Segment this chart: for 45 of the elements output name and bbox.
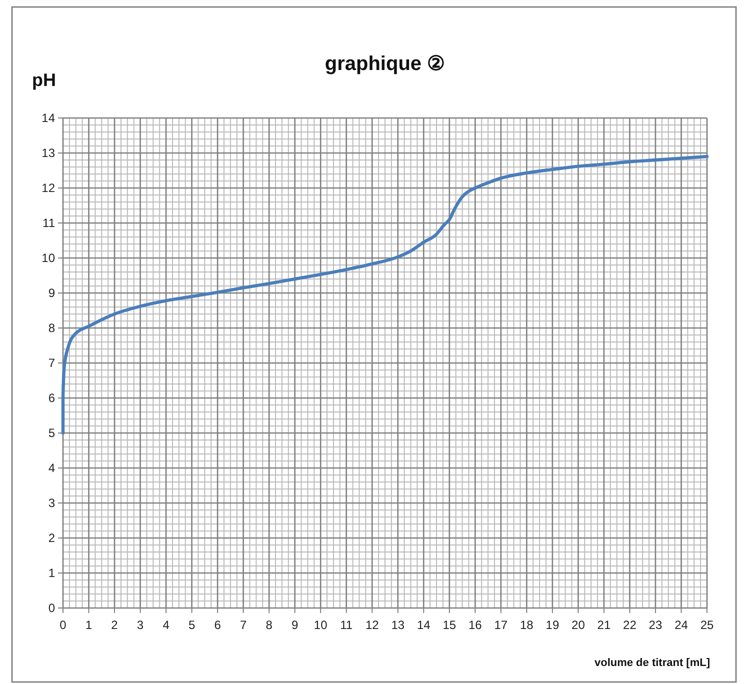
y-tick-label: 12 <box>42 180 56 195</box>
chart-title: graphique ② <box>324 53 446 75</box>
x-tick-label: 23 <box>648 618 662 632</box>
x-tick-label: 8 <box>266 618 273 632</box>
x-tick-label: 6 <box>214 618 222 632</box>
x-tick-label: 0 <box>60 618 67 632</box>
x-tick-label: 22 <box>623 618 637 632</box>
x-tick-label: 20 <box>572 618 586 632</box>
x-tick-label: 9 <box>291 618 298 632</box>
y-tick-label: 8 <box>48 320 56 335</box>
x-axis-title: volume de titrant [mL] <box>594 657 710 669</box>
x-tick-label: 17 <box>494 618 508 632</box>
y-tick-label: 5 <box>48 426 56 440</box>
x-tick-label: 16 <box>468 618 482 632</box>
y-tick-label: 14 <box>42 110 56 125</box>
x-tick-label: 18 <box>520 618 534 632</box>
x-tick-label: 11 <box>340 618 353 632</box>
x-tick-label: 24 <box>674 618 688 632</box>
x-tick-label: 13 <box>391 618 405 632</box>
x-tick-label: 15 <box>442 618 456 632</box>
x-tick-label: 1 <box>85 618 92 632</box>
x-tick-label: 14 <box>416 618 431 632</box>
x-tick-label: 2 <box>111 618 118 632</box>
y-tick-label: 2 <box>48 530 56 545</box>
x-tick-label: 25 <box>700 618 714 632</box>
y-tick-label: 3 <box>48 496 56 510</box>
y-tick-label: 6 <box>48 390 56 405</box>
x-tick-label: 19 <box>546 618 560 632</box>
y-tick-label: 0 <box>48 600 56 615</box>
y-axis-title: pH <box>32 70 56 90</box>
x-tick-label: 7 <box>240 618 247 632</box>
y-tick-label: 13 <box>42 146 56 160</box>
y-tick-label: 11 <box>42 216 56 230</box>
y-tick-label: 1 <box>48 566 56 580</box>
x-tick-label: 3 <box>136 618 144 632</box>
line-series <box>61 154 709 435</box>
y-tick-label: 9 <box>48 286 56 300</box>
x-tick-label: 21 <box>597 618 611 632</box>
x-tick-label: 10 <box>314 618 328 632</box>
x-tick-label: 5 <box>188 618 196 632</box>
y-tick-label: 10 <box>42 250 56 265</box>
x-tick-label: 4 <box>162 618 170 632</box>
y-tick-label: 7 <box>48 356 56 370</box>
y-tick-label: 4 <box>48 460 56 475</box>
x-tick-label: 12 <box>365 618 380 632</box>
